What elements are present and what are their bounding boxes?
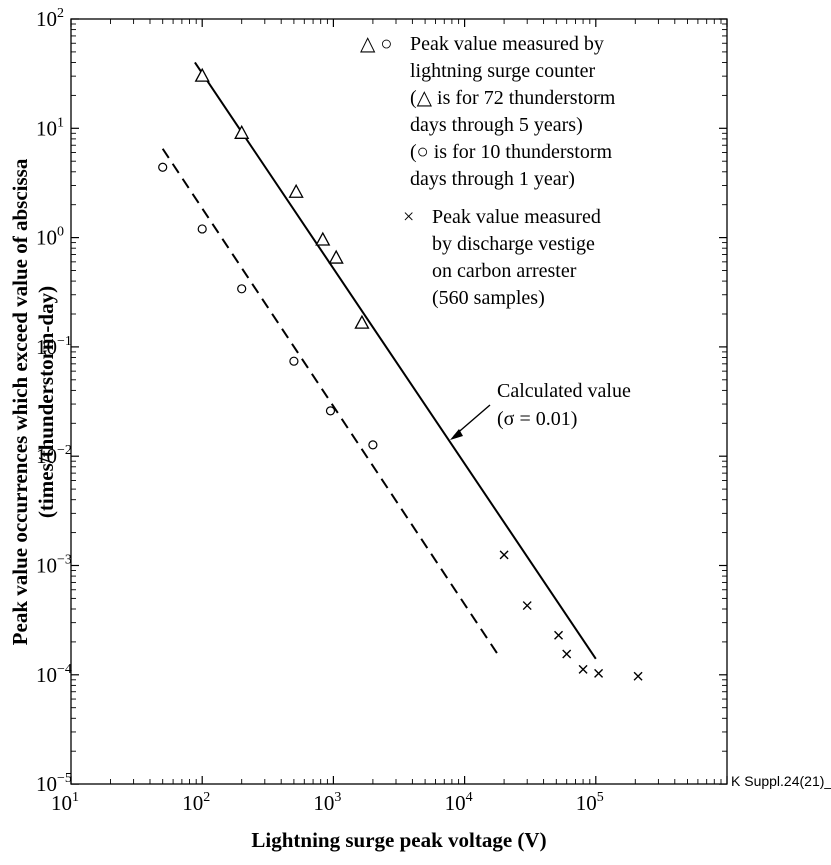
y-axis-label-line1: Peak value occurrences which exceed valu… [8, 158, 32, 645]
x-tick-label: 102 [182, 790, 210, 815]
legend-entry2-symbol: × [403, 206, 414, 228]
circle-point [289, 356, 299, 366]
y-tick-label: 10−3 [36, 553, 72, 578]
triangle-point [315, 231, 331, 246]
triangle-point [194, 67, 210, 82]
circle-point [368, 440, 378, 450]
legend-entry1-line: Peak value measured by [410, 33, 604, 55]
x-tick-label: 105 [576, 790, 604, 815]
fit-lines [161, 61, 597, 660]
legend-entry1-symbols: △ ○ [360, 33, 392, 55]
x-tick-label: 104 [445, 790, 473, 815]
data-markers [158, 67, 643, 681]
circle-point [197, 224, 207, 234]
triangle-point [328, 249, 344, 264]
legend-entry1-line: lightning surge counter [410, 60, 595, 82]
calculated-solid-line [194, 61, 597, 660]
x-tick-label: 103 [313, 790, 341, 815]
legend-entry2-line: Peak value measured [432, 206, 601, 228]
y-tick-label: 10−4 [36, 662, 72, 687]
y-tick-label: 101 [36, 115, 64, 140]
cross-point [522, 601, 532, 611]
legend-entry1-line: (○ is for 10 thunderstorm [410, 141, 612, 163]
legend-entry1-line: days through 5 years) [410, 114, 583, 136]
annotation-arrowhead [450, 429, 463, 440]
legend-entry2-line: on carbon arrester [432, 260, 577, 282]
triangle-point [234, 124, 250, 139]
legend-entry2-line: (560 samples) [432, 287, 545, 309]
legend-entry1-line: (△ is for 72 thunderstorm [410, 87, 616, 109]
calculated-value-annotation: Calculated value (σ = 0.01) [450, 380, 631, 440]
triangle-point [288, 183, 304, 198]
triangle-point [354, 314, 370, 329]
figure-id: K Suppl.24(21)_F2-1 [731, 773, 831, 789]
cross-point [594, 668, 604, 678]
y-tick-label: 100 [36, 225, 64, 250]
annotation-line: Calculated value [497, 380, 631, 402]
y-tick-label: 102 [36, 6, 64, 31]
cross-point [554, 630, 564, 640]
y-tick-label: 10−2 [36, 443, 72, 468]
axis-ticks [70, 18, 728, 785]
circle-point [237, 284, 247, 294]
y-axis-label-line2: (times/thunderstorm-day) [34, 286, 58, 518]
legend: △ ○ Peak value measured by lightning sur… [360, 33, 616, 309]
cross-point [633, 671, 643, 681]
circle-point [158, 162, 168, 172]
cross-point [499, 550, 509, 560]
circle-point [325, 406, 336, 416]
cross-point [562, 649, 572, 659]
legend-entry1-line: days through 1 year) [410, 168, 575, 190]
cross-point [578, 664, 588, 674]
calculated-dashed-line [161, 148, 501, 658]
x-axis-label: Lightning surge peak voltage (V) [251, 828, 546, 852]
axis-tick-labels: 101 102 103 104 10510210110010−110−210−310−4… [36, 6, 604, 815]
legend-entry2-line: by discharge vestige [432, 233, 595, 255]
plot-frame [70, 18, 728, 785]
annotation-line: (σ = 0.01) [497, 408, 577, 430]
y-axis-label: Peak value occurrences which exceed valu… [8, 158, 58, 645]
